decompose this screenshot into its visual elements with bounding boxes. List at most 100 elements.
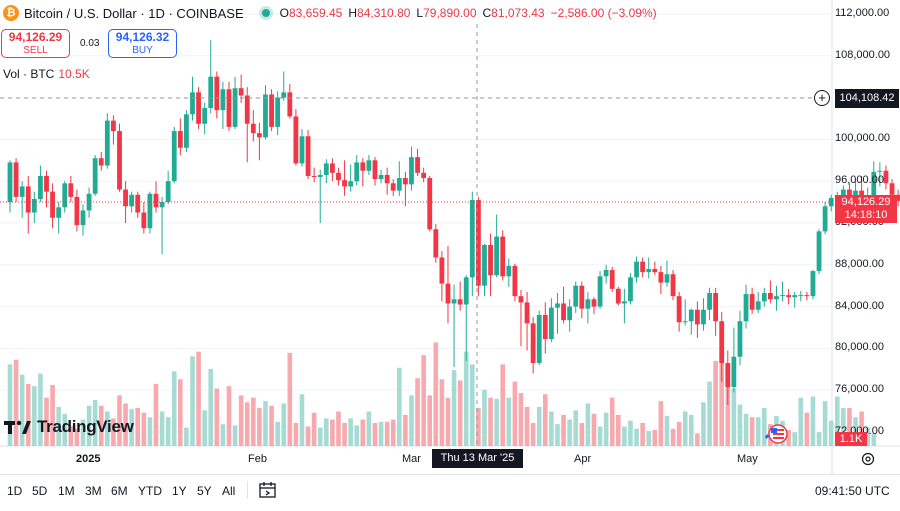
volume-bar xyxy=(251,397,256,446)
spread-value: 0.03 xyxy=(80,38,100,49)
market-live-dot-icon xyxy=(261,9,270,17)
candle-body xyxy=(214,76,220,111)
candle-body xyxy=(44,175,49,192)
candlestick xyxy=(196,87,201,129)
candlestick xyxy=(719,311,725,382)
volume-bar xyxy=(226,386,232,446)
price-tick-label: 84,000.00 xyxy=(835,299,884,312)
volume-bar xyxy=(737,404,743,446)
tradingview-logo[interactable]: TradingView xyxy=(4,417,134,437)
go-to-date-calendar-icon[interactable] xyxy=(258,481,278,499)
candlestick xyxy=(275,91,281,136)
candle-body xyxy=(135,194,141,213)
candlestick xyxy=(786,288,792,305)
candle-body xyxy=(92,158,98,194)
candle-body xyxy=(847,189,852,199)
candle-body xyxy=(13,162,19,197)
candle-body xyxy=(670,274,676,297)
candlestick xyxy=(238,74,244,103)
range-button-1d[interactable]: 1D xyxy=(7,484,23,498)
candlestick xyxy=(135,191,141,218)
candlestick xyxy=(123,181,128,223)
range-button-5d[interactable]: 5D xyxy=(32,484,48,498)
add-alert-plus-icon[interactable]: + xyxy=(814,90,830,106)
candle-body xyxy=(384,174,390,184)
volume-bar xyxy=(13,359,19,446)
range-button-ytd[interactable]: YTD xyxy=(138,484,162,498)
candle-body xyxy=(585,299,591,309)
candlestick xyxy=(329,158,335,182)
candlestick xyxy=(232,76,238,129)
candle-body xyxy=(250,123,256,134)
volume-bar xyxy=(640,423,645,446)
range-button-1y[interactable]: 1Y xyxy=(172,484,187,498)
candlestick xyxy=(597,271,603,309)
symbol-title[interactable]: Bitcoin / U.S. Dollar · 1D · COINBASE xyxy=(24,5,244,21)
sell-button[interactable]: 94,126.29 SELL xyxy=(1,29,70,58)
buy-button[interactable]: 94,126.32 BUY xyxy=(108,29,177,58)
volume-bar xyxy=(439,379,445,446)
candle-body xyxy=(761,293,767,302)
candlestick xyxy=(500,230,506,281)
candlestick xyxy=(372,157,378,186)
volume-bar xyxy=(190,356,195,446)
volume-bar xyxy=(597,426,603,446)
candle-body xyxy=(305,136,311,176)
candlestick xyxy=(585,291,591,324)
candle-body xyxy=(80,210,86,226)
candle-body xyxy=(38,175,43,199)
candle-body xyxy=(840,189,846,197)
candlestick xyxy=(561,286,566,324)
price-chart[interactable] xyxy=(0,0,900,474)
candlestick xyxy=(263,85,268,140)
volume-bar xyxy=(305,426,311,446)
time-tick-label: 2025 xyxy=(76,453,101,465)
range-button-all[interactable]: All xyxy=(222,484,236,498)
candlestick xyxy=(74,189,80,232)
candlesticks xyxy=(7,40,900,405)
price-tick-label: 108,000.00 xyxy=(835,48,891,61)
volume-bar xyxy=(342,423,347,446)
volume-bar xyxy=(834,396,840,446)
range-button-1m[interactable]: 1M xyxy=(58,484,75,498)
volume-bar xyxy=(664,416,670,446)
toolbar-divider xyxy=(247,481,248,499)
candlestick xyxy=(542,302,548,354)
candle-body xyxy=(390,183,396,191)
volume-legend[interactable]: Vol · BTC 10.5K xyxy=(3,67,90,81)
candle-body xyxy=(548,307,554,339)
volume-bar xyxy=(634,428,639,446)
candlestick xyxy=(184,110,189,152)
utc-clock[interactable]: 09:41:50 UTC xyxy=(815,484,890,498)
candlestick xyxy=(871,161,877,201)
candle-body xyxy=(208,76,214,109)
volume-bar xyxy=(141,412,147,446)
range-button-5y[interactable]: 5Y xyxy=(197,484,212,498)
candlestick xyxy=(567,299,573,332)
candlestick xyxy=(792,291,798,308)
volume-bar xyxy=(44,397,49,446)
range-button-3m[interactable]: 3M xyxy=(85,484,102,498)
range-button-6m[interactable]: 6M xyxy=(111,484,128,498)
volume-bar xyxy=(494,398,499,446)
candle-body xyxy=(713,293,719,322)
crosshair-price-badge: 104,108.42 xyxy=(835,89,899,108)
volume-bar xyxy=(208,368,214,446)
candle-body xyxy=(475,200,481,286)
candlestick xyxy=(257,122,262,161)
candle-body xyxy=(177,131,183,148)
tradingview-logo-text: TradingView xyxy=(37,417,134,436)
candlestick xyxy=(682,299,688,326)
candle-body xyxy=(518,296,524,303)
candle-body xyxy=(567,306,573,321)
candlestick xyxy=(7,160,13,213)
last-price-value: 94,126.29 xyxy=(841,196,891,208)
volume-bar xyxy=(178,379,183,446)
economic-events-flag-icon[interactable] xyxy=(763,424,789,444)
volume-bar xyxy=(536,406,542,446)
candlestick xyxy=(652,261,658,276)
chart-settings-gear-icon[interactable] xyxy=(860,451,876,467)
volume-bar xyxy=(403,414,408,446)
volume-bar xyxy=(117,395,122,446)
candle-body xyxy=(396,178,402,191)
